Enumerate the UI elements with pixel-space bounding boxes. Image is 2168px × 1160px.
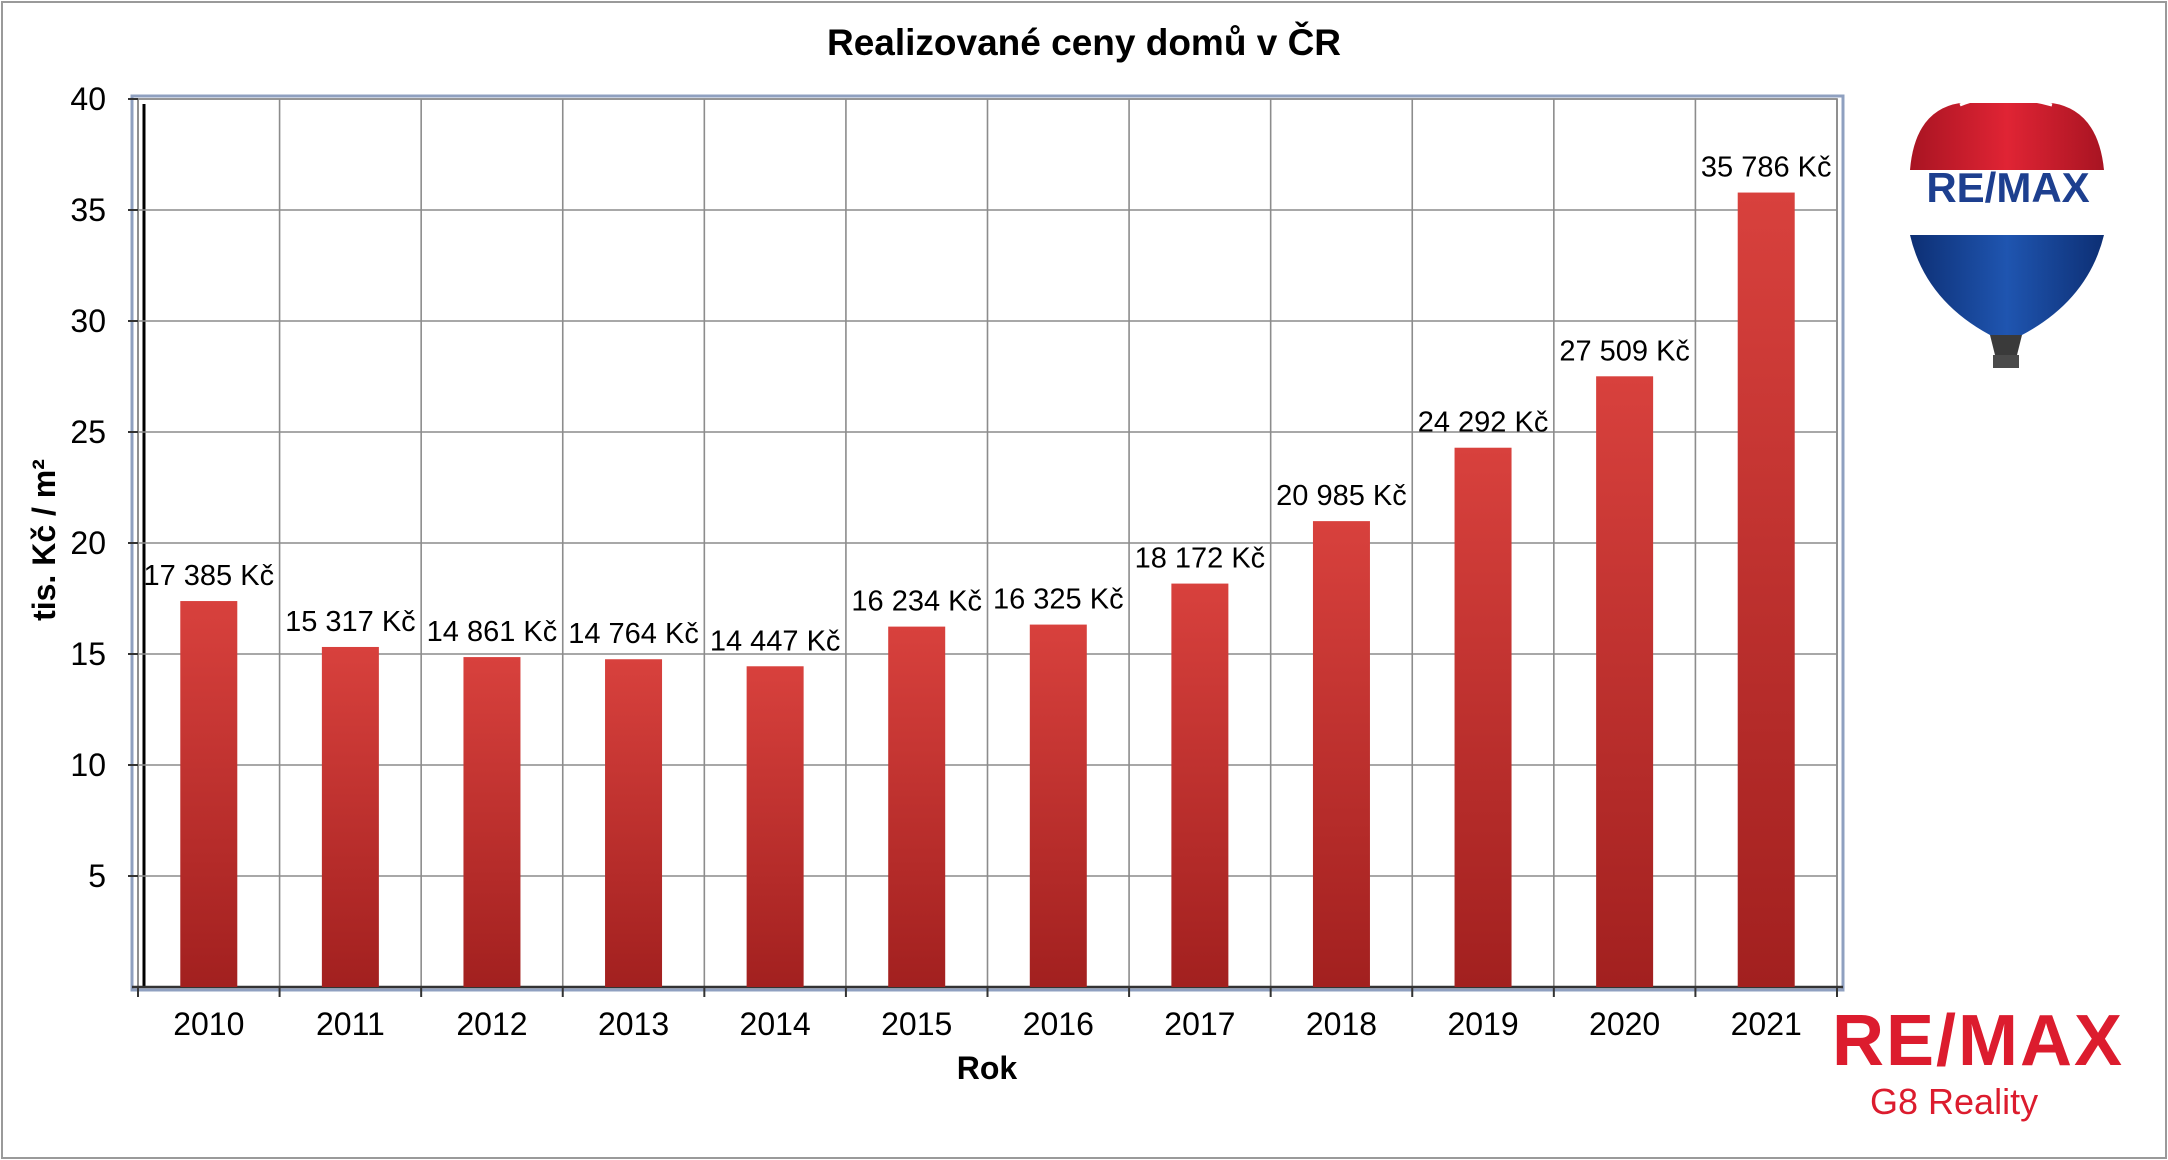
x-tick-label: 2014 — [740, 1006, 811, 1042]
data-label-2013: 14 764 Kč — [568, 618, 699, 650]
data-labels: 17 385 Kč 15 317 Kč 14 861 Kč 14 764 Kč 14 4… — [143, 152, 1831, 658]
data-label-2015: 16 234 Kč — [851, 586, 982, 618]
remax-logo-text: RE/MAX — [1832, 1001, 2124, 1081]
x-tick-label: 2013 — [598, 1006, 669, 1042]
y-tick-label: 20 — [70, 525, 106, 561]
chart-title: Realizované ceny domů v ČR — [827, 21, 1341, 63]
y-axis-title: tis. Kč / m² — [26, 459, 62, 621]
y-tick-label: 40 — [70, 81, 106, 117]
x-tick-label: 2010 — [173, 1006, 244, 1042]
x-axis-title: Rok — [957, 1050, 1018, 1086]
data-label-2018: 20 985 Kč — [1276, 480, 1407, 512]
y-tick-label: 10 — [70, 747, 106, 783]
bar-2013 — [605, 659, 663, 987]
remax-balloon-icon: RE/MAX — [1906, 95, 2106, 368]
x-tick-label: 2015 — [881, 1006, 952, 1042]
office-name: G8 Reality — [1870, 1081, 2038, 1122]
x-tick-label: 2012 — [456, 1006, 527, 1042]
bar-2020 — [1596, 376, 1654, 988]
x-tick-label: 2019 — [1447, 1006, 1518, 1042]
bar-2018 — [1312, 521, 1370, 987]
x-tick-label: 2018 — [1306, 1006, 1377, 1042]
x-tick-label: 2020 — [1589, 1006, 1660, 1042]
bar-2021 — [1737, 192, 1795, 988]
data-label-2021: 35 786 Kč — [1701, 152, 1832, 184]
bar-2011 — [321, 646, 379, 987]
data-label-2020: 27 509 Kč — [1559, 335, 1690, 367]
y-tick-label: 35 — [70, 192, 106, 228]
x-axis-ticks: 2010 2011 2012 2013 2014 2015 2016 2017 2018 2019… — [137, 987, 1838, 1042]
data-label-2017: 18 172 Kč — [1135, 543, 1266, 575]
bar-2017 — [1171, 583, 1229, 987]
y-tick-label: 5 — [88, 858, 106, 894]
data-label-2012: 14 861 Kč — [427, 616, 558, 648]
x-tick-label: 2016 — [1023, 1006, 1094, 1042]
gridlines — [132, 98, 1843, 989]
y-tick-label: 30 — [70, 303, 106, 339]
bar-2014 — [746, 666, 804, 987]
x-tick-label: 2021 — [1731, 1006, 1802, 1042]
data-label-2016: 16 325 Kč — [993, 584, 1124, 616]
bar-2019 — [1454, 447, 1512, 987]
y-axis-ticks: 5 10 15 20 25 30 35 40 — [70, 81, 138, 894]
y-tick-label: 25 — [70, 414, 106, 450]
data-label-2014: 14 447 Kč — [710, 625, 841, 657]
bar-2010 — [180, 601, 238, 987]
data-label-2019: 24 292 Kč — [1418, 407, 1549, 439]
balloon-brand-text: RE/MAX — [1926, 164, 2089, 211]
bars — [180, 192, 1795, 988]
data-label-2011: 15 317 Kč — [285, 606, 416, 638]
x-tick-label: 2017 — [1164, 1006, 1235, 1042]
bar-2012 — [463, 657, 521, 987]
data-label-2010: 17 385 Kč — [143, 560, 274, 592]
bar-2015 — [888, 626, 946, 987]
y-tick-label: 15 — [70, 636, 106, 672]
x-tick-label: 2011 — [316, 1006, 385, 1042]
bar-2016 — [1029, 624, 1087, 987]
